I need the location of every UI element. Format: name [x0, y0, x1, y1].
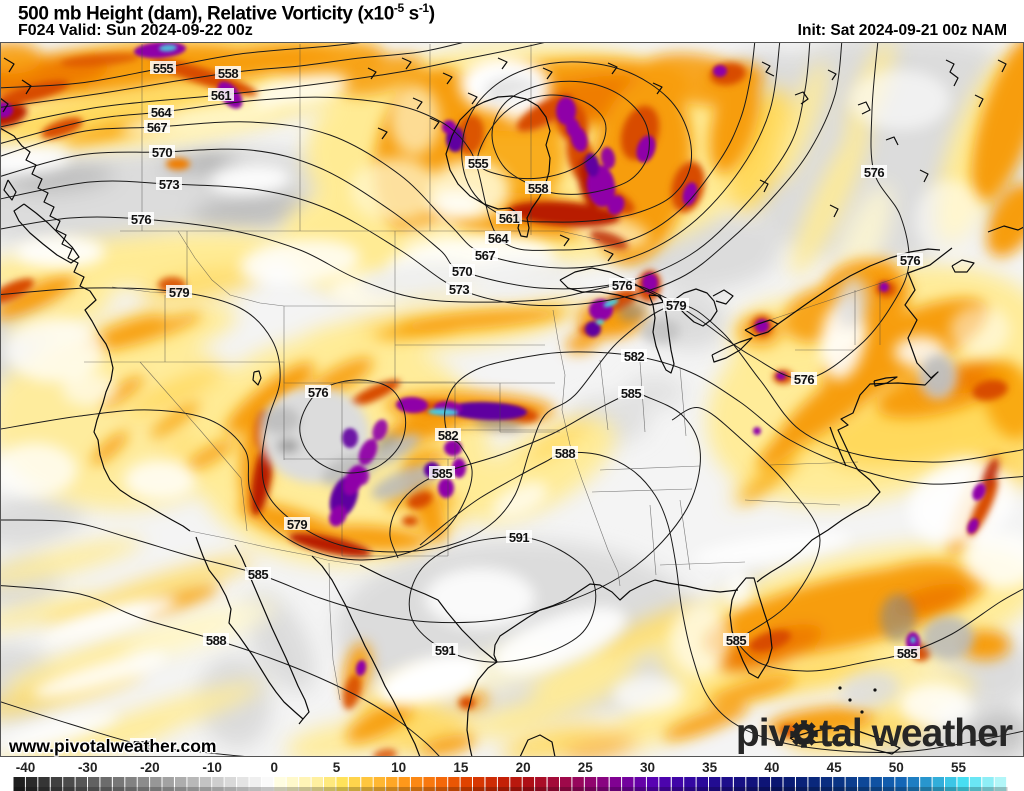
svg-text:585: 585: [726, 633, 746, 648]
svg-text:573: 573: [449, 282, 469, 297]
svg-text:573: 573: [159, 177, 179, 192]
svg-text:45: 45: [827, 760, 843, 775]
svg-text:570: 570: [152, 145, 172, 160]
svg-text:-30: -30: [78, 760, 98, 775]
svg-text:576: 576: [308, 385, 328, 400]
svg-text:25: 25: [578, 760, 594, 775]
svg-text:582: 582: [624, 349, 644, 364]
svg-text:-20: -20: [140, 760, 160, 775]
svg-text:591: 591: [435, 643, 455, 658]
svg-text:585: 585: [621, 386, 641, 401]
svg-text:40: 40: [764, 760, 779, 775]
svg-text:588: 588: [133, 738, 153, 753]
svg-text:588: 588: [206, 633, 226, 648]
svg-text:555: 555: [468, 156, 488, 171]
svg-text:558: 558: [528, 181, 548, 196]
svg-text:576: 576: [131, 212, 151, 227]
svg-text:564: 564: [488, 231, 509, 246]
svg-text:-40: -40: [16, 760, 36, 775]
svg-text:567: 567: [475, 248, 495, 263]
svg-text:588: 588: [555, 446, 575, 461]
svg-text:582: 582: [438, 428, 458, 443]
svg-text:570: 570: [452, 264, 472, 279]
svg-text:0: 0: [271, 760, 279, 775]
svg-text:576: 576: [900, 253, 920, 268]
svg-text:20: 20: [516, 760, 531, 775]
svg-text:585: 585: [432, 466, 452, 481]
svg-text:555: 555: [153, 61, 173, 76]
svg-text:55: 55: [951, 760, 967, 775]
svg-text:564: 564: [151, 105, 172, 120]
svg-text:561: 561: [211, 88, 231, 103]
svg-text:561: 561: [499, 211, 519, 226]
svg-text:-10: -10: [202, 760, 222, 775]
svg-text:576: 576: [794, 372, 814, 387]
svg-text:10: 10: [391, 760, 406, 775]
svg-text:30: 30: [640, 760, 655, 775]
svg-text:15: 15: [453, 760, 469, 775]
svg-text:576: 576: [864, 165, 884, 180]
svg-text:567: 567: [147, 120, 167, 135]
svg-text:576: 576: [612, 278, 632, 293]
svg-text:50: 50: [889, 760, 904, 775]
svg-text:579: 579: [169, 285, 189, 300]
svg-text:579: 579: [287, 517, 307, 532]
svg-text:591: 591: [509, 530, 529, 545]
svg-text:5: 5: [333, 760, 341, 775]
svg-text:558: 558: [218, 66, 238, 81]
svg-text:585: 585: [248, 567, 268, 582]
svg-text:35: 35: [702, 760, 718, 775]
svg-text:579: 579: [666, 298, 686, 313]
svg-text:585: 585: [897, 646, 917, 661]
